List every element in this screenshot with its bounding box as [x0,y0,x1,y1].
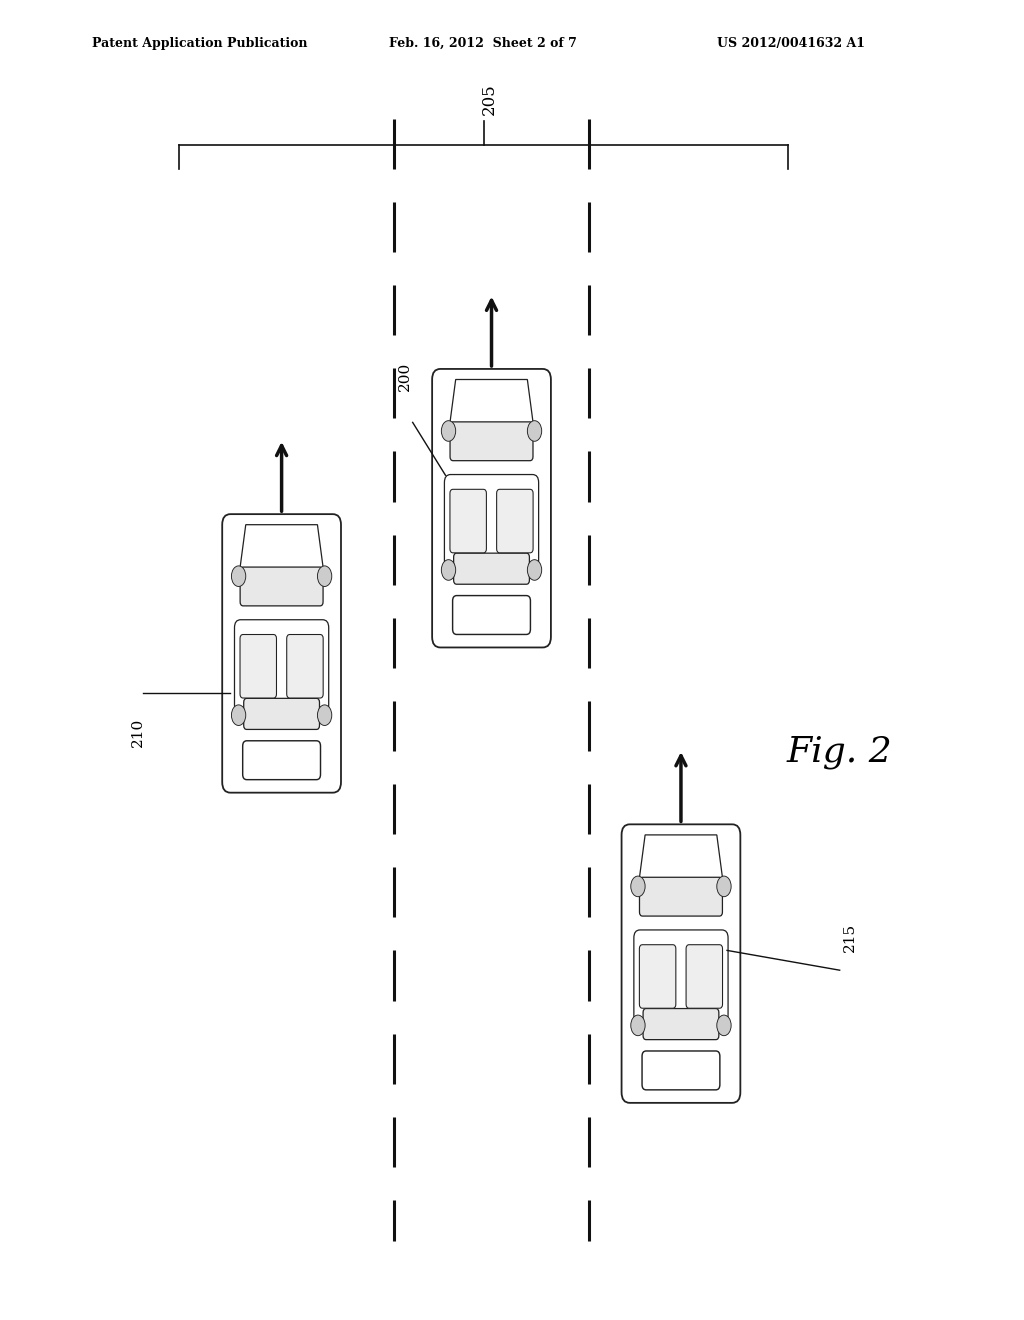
FancyBboxPatch shape [686,945,723,1008]
FancyBboxPatch shape [444,475,539,568]
Ellipse shape [717,1015,731,1036]
Text: 215: 215 [843,923,857,952]
FancyBboxPatch shape [453,595,530,635]
FancyBboxPatch shape [622,824,740,1104]
FancyBboxPatch shape [243,741,321,780]
Text: 200: 200 [397,362,412,391]
Ellipse shape [631,876,645,896]
FancyBboxPatch shape [643,1008,719,1040]
Text: Fig. 2: Fig. 2 [786,735,893,770]
FancyBboxPatch shape [287,635,324,698]
FancyBboxPatch shape [634,929,728,1023]
Text: Feb. 16, 2012  Sheet 2 of 7: Feb. 16, 2012 Sheet 2 of 7 [389,37,577,50]
FancyBboxPatch shape [240,568,324,606]
Ellipse shape [717,876,731,896]
FancyBboxPatch shape [639,945,676,1008]
Text: 210: 210 [131,718,145,747]
Ellipse shape [231,566,246,586]
FancyBboxPatch shape [450,490,486,553]
Polygon shape [450,380,534,426]
Ellipse shape [631,1015,645,1036]
FancyBboxPatch shape [451,422,532,461]
Ellipse shape [441,560,456,581]
FancyBboxPatch shape [497,490,534,553]
FancyBboxPatch shape [244,698,319,730]
Text: US 2012/0041632 A1: US 2012/0041632 A1 [717,37,865,50]
FancyBboxPatch shape [454,553,529,585]
Text: Patent Application Publication: Patent Application Publication [92,37,307,50]
Ellipse shape [441,421,456,441]
FancyBboxPatch shape [222,513,341,792]
Ellipse shape [317,566,332,586]
Text: 205: 205 [480,83,498,115]
FancyBboxPatch shape [639,878,723,916]
Ellipse shape [527,421,542,441]
Ellipse shape [231,705,246,726]
Polygon shape [240,524,324,572]
FancyBboxPatch shape [234,620,329,713]
Ellipse shape [317,705,332,726]
Ellipse shape [527,560,542,581]
Polygon shape [639,834,723,882]
FancyBboxPatch shape [432,370,551,648]
FancyBboxPatch shape [240,635,276,698]
FancyBboxPatch shape [642,1051,720,1090]
